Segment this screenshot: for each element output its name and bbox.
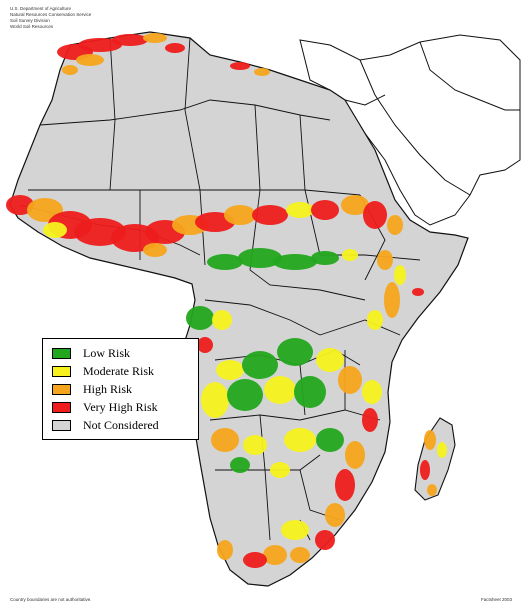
risk-patch <box>230 457 250 473</box>
legend-label-high-risk: High Risk <box>83 382 133 396</box>
risk-patch <box>424 430 436 450</box>
risk-patch <box>420 460 430 480</box>
risk-patch <box>76 54 104 66</box>
moderate-risk-swatch <box>52 366 71 377</box>
risk-patch <box>345 441 365 469</box>
risk-patch <box>264 376 296 404</box>
risk-patch <box>186 306 214 330</box>
header-line-1: U.S. Department of Agriculture <box>10 6 72 11</box>
risk-patch <box>315 530 335 550</box>
risk-patch <box>273 254 317 270</box>
risk-patch <box>412 288 424 296</box>
risk-patch <box>384 282 400 318</box>
middle-east-outline <box>299 34 521 226</box>
risk-patch <box>207 254 243 270</box>
risk-patch <box>252 205 288 225</box>
risk-patch <box>243 435 267 455</box>
risk-patch <box>143 33 167 43</box>
legend-item-high-risk: High Risk <box>52 382 132 397</box>
risk-patch <box>290 547 310 563</box>
risk-patch <box>201 382 229 418</box>
risk-patch <box>165 43 185 53</box>
risk-patch <box>277 338 313 366</box>
header-line-3: Soil Survey Division <box>10 18 50 23</box>
risk-patch <box>316 428 344 452</box>
footer-credit: Factsheet 2003 <box>480 597 512 602</box>
risk-patch <box>325 503 345 527</box>
risk-patch <box>427 484 437 496</box>
risk-patch <box>212 310 232 330</box>
risk-patch <box>367 310 383 330</box>
risk-patch <box>224 205 256 225</box>
legend-label-low-risk: Low Risk <box>83 346 131 360</box>
legend-item-not-considered: Not Considered <box>52 418 159 433</box>
risk-patch <box>211 428 239 452</box>
risk-patch <box>338 366 362 394</box>
risk-patch <box>286 202 314 218</box>
legend-label-very-high-risk: Very High Risk <box>83 400 158 414</box>
risk-patch <box>216 360 244 380</box>
risk-patch <box>335 469 355 501</box>
risk-patch <box>238 248 282 268</box>
not-considered-swatch <box>52 420 71 431</box>
risk-patch <box>342 249 358 261</box>
risk-patch <box>363 201 387 229</box>
risk-patch <box>387 215 403 235</box>
risk-patch <box>270 462 290 478</box>
legend-item-low-risk: Low Risk <box>52 346 130 361</box>
risk-patch <box>311 200 339 220</box>
legend-label-not-considered: Not Considered <box>83 418 159 432</box>
very-high-risk-swatch <box>52 402 71 413</box>
risk-patch <box>112 34 148 46</box>
risk-patch <box>242 351 278 379</box>
risk-patch <box>281 520 309 540</box>
risk-patch <box>254 68 270 76</box>
risk-patch <box>341 195 369 215</box>
risk-patch <box>43 222 67 238</box>
risk-patch <box>316 348 344 372</box>
risk-patch <box>394 265 406 285</box>
legend-item-moderate-risk: Moderate Risk <box>52 364 154 379</box>
legend-item-very-high-risk: Very High Risk <box>52 400 158 415</box>
risk-patch <box>263 545 287 565</box>
high-risk-swatch <box>52 384 71 395</box>
risk-patch <box>243 552 267 568</box>
risk-patch <box>197 337 213 353</box>
risk-patch <box>311 251 339 265</box>
footer-disclaimer: Country boundaries are not authoritative… <box>10 597 92 602</box>
risk-patch <box>217 540 233 560</box>
risk-areas <box>6 33 447 568</box>
risk-patch <box>143 243 167 257</box>
header-line-4: World Soil Resources <box>10 24 54 29</box>
risk-patch <box>362 408 378 432</box>
risk-patch <box>78 38 122 52</box>
header-line-2: Natural Resources Conservation Service <box>10 12 92 17</box>
legend-label-moderate-risk: Moderate Risk <box>83 364 154 378</box>
risk-patch <box>227 379 263 411</box>
risk-patch <box>230 62 250 70</box>
risk-patch <box>294 376 326 408</box>
risk-patch <box>62 65 78 75</box>
risk-patch <box>284 428 316 452</box>
low-risk-swatch <box>52 348 71 359</box>
risk-patch <box>362 380 382 404</box>
risk-patch <box>377 250 393 270</box>
legend: Low Risk Moderate Risk High Risk Very Hi… <box>42 338 199 440</box>
risk-patch <box>437 442 447 458</box>
